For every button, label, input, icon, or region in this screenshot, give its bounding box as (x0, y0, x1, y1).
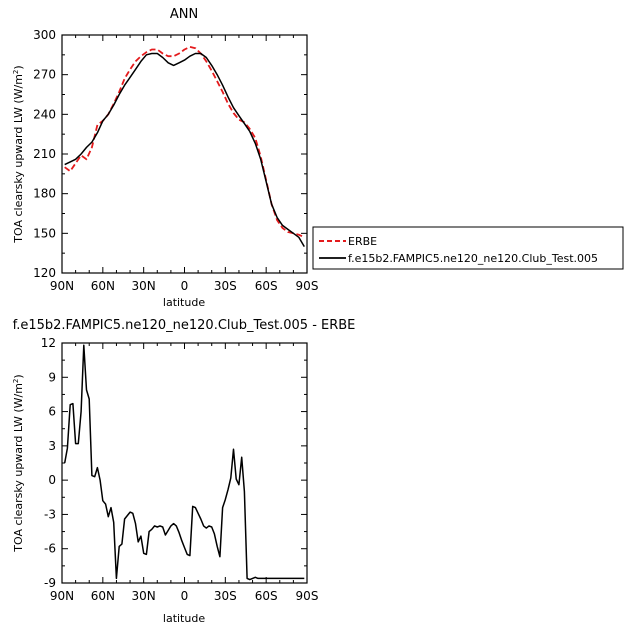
bottom-y-tick-label: 6 (48, 405, 56, 419)
bottom-y-tick-label: 12 (41, 336, 56, 350)
bottom-y-tick-label: -9 (44, 576, 56, 590)
bottom-y-tick-label: 3 (48, 439, 56, 453)
bottom-x-tick-label: 90S (296, 589, 319, 603)
top-y-tick-label: 180 (33, 187, 56, 201)
top-y-tick-label: 210 (33, 147, 56, 161)
top-x-axis-label: latitude (163, 296, 205, 309)
legend-label-model: f.e15b2.FAMPIC5.ne120_ne120.Club_Test.00… (348, 252, 598, 265)
top-series-line-1 (64, 52, 305, 247)
top-y-tick-label: 240 (33, 107, 56, 121)
top-x-tick-label: 90N (50, 279, 74, 293)
bottom-y-axis-label-base: TOA clearsky upward LW (W/m (12, 383, 25, 553)
top-x-tick-labels: 90N 60N 30N 0 30S 60S 90S (50, 279, 319, 293)
bottom-x-tick-labels: 90N 60N 30N 0 30S 60S 90S (50, 589, 319, 603)
top-y-axis-label-base: TOA clearsky upward LW (W/m (12, 74, 25, 244)
top-y-axis-label-sup: 2 (12, 70, 20, 74)
bottom-y-axis-label-end: ) (12, 374, 25, 378)
top-y-tick-label: 120 (33, 266, 56, 280)
bottom-x-tick-label: 90N (50, 589, 74, 603)
top-x-tick-label: 0 (181, 279, 189, 293)
legend-box (312, 226, 624, 270)
bottom-y-axis-label-sup: 2 (12, 379, 20, 383)
top-y-tick-labels: 120 150 180 210 240 270 300 (33, 28, 56, 280)
top-y-tick-label: 270 (33, 68, 56, 82)
bottom-x-tick-label: 60S (255, 589, 278, 603)
bottom-series-group (63, 344, 305, 581)
bottom-chart-title: f.e15b2.FAMPIC5.ne120_ne120.Club_Test.00… (13, 318, 356, 333)
top-y-axis-label-end: ) (12, 65, 25, 69)
top-plot-frame (61, 34, 308, 274)
top-y-tick-label: 150 (33, 226, 56, 240)
bottom-y-tick-label: 9 (48, 370, 56, 384)
bottom-x-tick-label: 60N (91, 589, 115, 603)
top-y-axis-label: TOA clearsky upward LW (W/m2) (12, 65, 25, 243)
bottom-y-tick-label: -6 (44, 542, 56, 556)
bottom-y-tick-label: -3 (44, 507, 56, 521)
top-x-tick-label: 60S (255, 279, 278, 293)
bottom-x-tick-label: 30S (214, 589, 237, 603)
bottom-x-tick-label: 30N (132, 589, 156, 603)
bottom-y-tick-labels: -9 -6 -3 0 3 6 9 12 (41, 336, 56, 590)
top-x-tick-label: 90S (296, 279, 319, 293)
top-tick-marks (61, 34, 308, 274)
bottom-y-axis-label: TOA clearsky upward LW (W/m2) (12, 374, 25, 552)
bottom-x-axis-label: latitude (163, 612, 205, 625)
top-y-tick-label: 300 (33, 28, 56, 42)
bottom-plot-frame (61, 342, 308, 584)
top-x-tick-label: 60N (91, 279, 115, 293)
legend-label-erbe: ERBE (348, 235, 377, 248)
top-panel: ANN 120 150 180 210 240 270 300 90N 60N 30N 0 30S 6… (12, 7, 318, 309)
top-series-line-0 (64, 46, 305, 239)
bottom-y-tick-label: 0 (48, 473, 56, 487)
top-x-tick-label: 30S (214, 279, 237, 293)
bottom-series-line-0 (63, 344, 305, 581)
legend: ERBE f.e15b2.FAMPIC5.ne120_ne120.Club_Te… (312, 226, 624, 270)
bottom-x-tick-label: 0 (181, 589, 189, 603)
top-series-group (64, 46, 305, 247)
bottom-panel: f.e15b2.FAMPIC5.ne120_ne120.Club_Test.00… (12, 318, 355, 625)
top-chart-title: ANN (170, 7, 198, 22)
top-x-tick-label: 30N (132, 279, 156, 293)
